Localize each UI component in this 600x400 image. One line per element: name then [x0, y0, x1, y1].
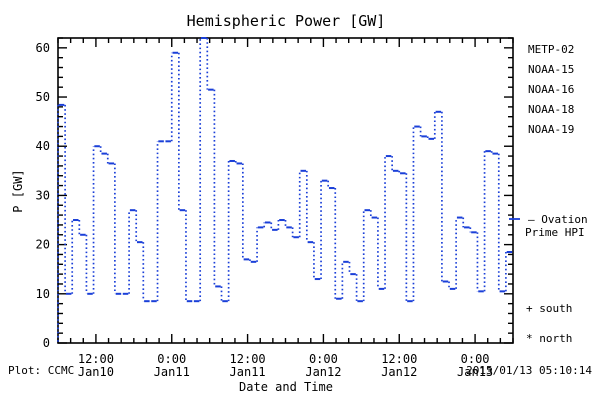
x-axis-ticks [57, 38, 514, 343]
x-tick-date: Jan13 [457, 365, 493, 379]
x-tick-time: 12:00 [230, 352, 266, 366]
ovation-legend-line2: Prime HPI [525, 226, 585, 239]
y-axis-ticks [58, 37, 513, 344]
y-tick-label: 40 [36, 139, 50, 153]
y-axis-tick-labels: 0 10 20 30 40 50 60 [36, 41, 50, 350]
x-axis-tick-labels: 12:00Jan100:00Jan1112:00Jan110:00Jan1212… [78, 352, 493, 379]
x-tick-time: 0:00 [157, 352, 186, 366]
y-tick-label: 50 [36, 90, 50, 104]
x-tick-date: Jan12 [305, 365, 341, 379]
plot-credit: Plot: CCMC [8, 364, 74, 377]
legend-item-noaa-15: NOAA-15 [528, 63, 574, 76]
x-tick-time: 12:00 [78, 352, 114, 366]
x-tick-date: Jan10 [78, 365, 114, 379]
page-title: Hemispheric Power [GW] [187, 12, 386, 30]
y-tick-label: 30 [36, 188, 50, 202]
x-tick-time: 0:00 [461, 352, 490, 366]
y-tick-label: 20 [36, 238, 50, 252]
x-tick-date: Jan12 [381, 365, 417, 379]
x-tick-date: Jan11 [154, 365, 190, 379]
legend-item-noaa-18: NOAA-18 [528, 103, 574, 116]
x-axis-label: Date and Time [239, 380, 333, 394]
y-axis-label: P [GW] [11, 169, 25, 212]
x-tick-time: 0:00 [309, 352, 338, 366]
legend: METP-02 NOAA-15 NOAA-16 NOAA-18 NOAA-19 [528, 43, 574, 136]
render-timestamp: 2015/01/13 05:10:14 [466, 364, 592, 377]
north-marker-legend: * north [526, 332, 572, 345]
x-tick-time: 12:00 [381, 352, 417, 366]
x-tick-date: Jan11 [230, 365, 266, 379]
south-marker-legend: + south [526, 302, 572, 315]
y-tick-label: 0 [43, 336, 50, 350]
legend-item-metp-02: METP-02 [528, 43, 574, 56]
y-tick-label: 10 [36, 287, 50, 301]
legend-item-noaa-16: NOAA-16 [528, 83, 574, 96]
data-series-ovation-prime-hpi [57, 37, 513, 343]
legend-item-noaa-19: NOAA-19 [528, 123, 574, 136]
y-tick-label: 60 [36, 41, 50, 55]
ovation-legend-line1: — Ovation [528, 213, 588, 226]
